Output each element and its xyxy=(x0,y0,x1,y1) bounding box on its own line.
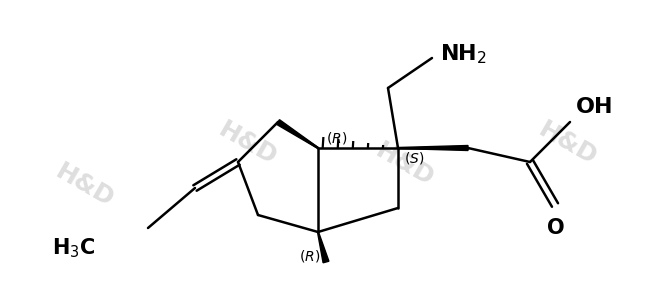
Polygon shape xyxy=(276,120,318,148)
Text: H&D: H&D xyxy=(52,160,118,212)
Text: $(R)$: $(R)$ xyxy=(299,248,321,264)
Text: OH: OH xyxy=(576,97,614,117)
Text: $(S)$: $(S)$ xyxy=(404,150,424,166)
Text: O: O xyxy=(547,218,565,238)
Text: H&D: H&D xyxy=(215,118,281,170)
Polygon shape xyxy=(318,232,329,263)
Text: H$_3$C: H$_3$C xyxy=(52,236,95,260)
Polygon shape xyxy=(398,146,468,151)
Text: $(R)$: $(R)$ xyxy=(326,130,348,146)
Text: NH$_2$: NH$_2$ xyxy=(440,42,487,66)
Text: H&D: H&D xyxy=(371,139,437,191)
Text: H&D: H&D xyxy=(534,118,600,170)
